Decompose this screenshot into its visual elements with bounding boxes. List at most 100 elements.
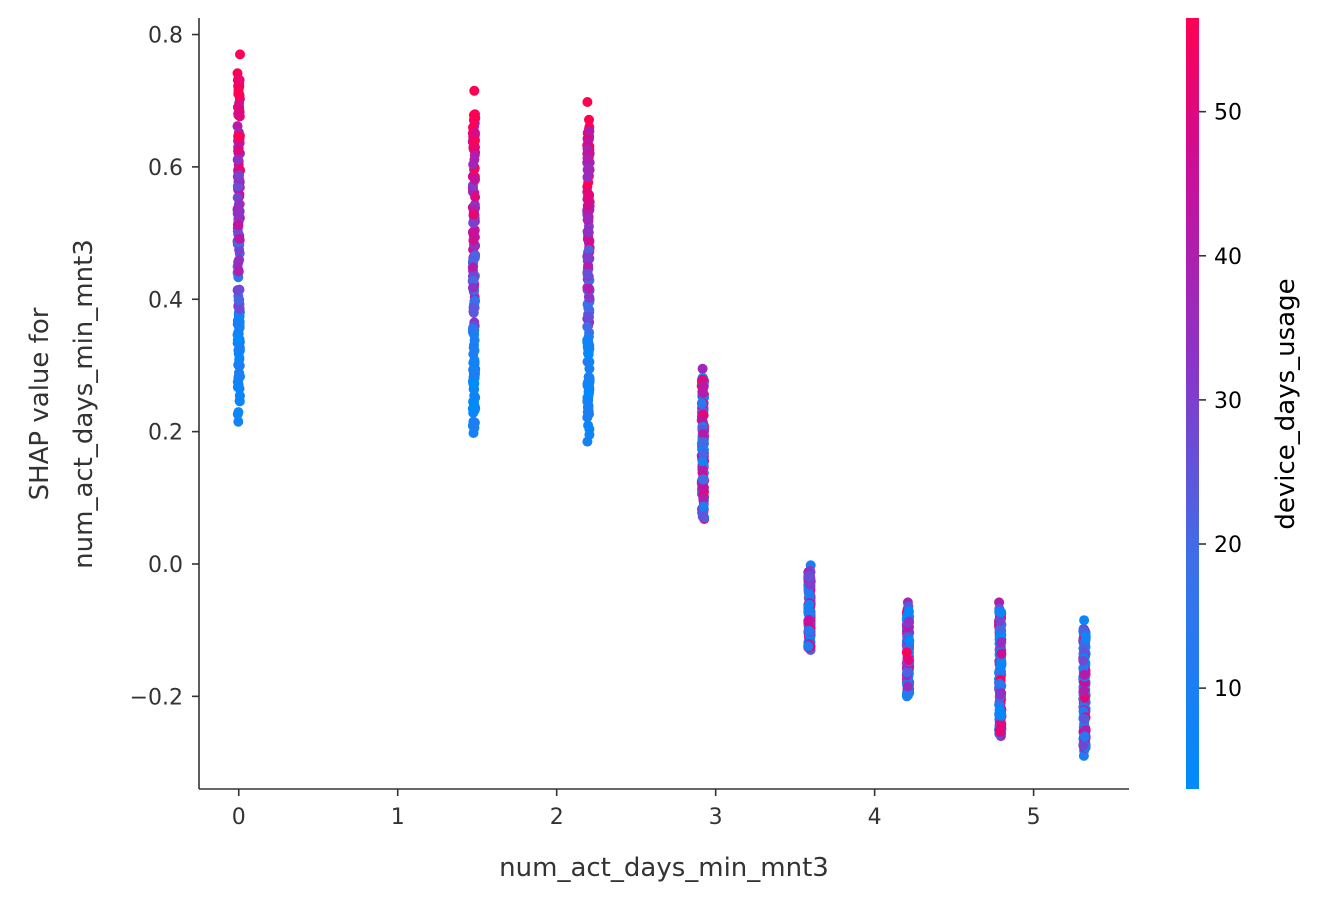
scatter-point bbox=[234, 234, 245, 244]
scatter-point bbox=[467, 323, 478, 334]
scatter-point bbox=[996, 637, 1007, 648]
scatter-point bbox=[467, 262, 478, 273]
scatter-point bbox=[902, 681, 913, 692]
scatter-point bbox=[994, 726, 1005, 736]
scatter-point bbox=[234, 390, 245, 401]
scatter-point bbox=[805, 579, 816, 590]
scatter-point bbox=[803, 571, 814, 582]
scatter-point bbox=[470, 174, 480, 185]
y-axis-label-line-2: num_act_days_min_mnt3 bbox=[69, 239, 99, 569]
scatter-point bbox=[698, 388, 709, 398]
scatter-point bbox=[901, 647, 912, 658]
scatter-point bbox=[1079, 731, 1090, 742]
colorbar bbox=[1186, 18, 1199, 789]
scatter-point bbox=[582, 341, 593, 352]
scatter-point bbox=[584, 424, 595, 435]
scatter-point bbox=[468, 275, 479, 286]
scatter-point bbox=[904, 635, 915, 646]
colorbar-ticks: 10 20 30 40 50 bbox=[1199, 101, 1242, 702]
scatter-point bbox=[583, 283, 594, 294]
x-tick-label: 3 bbox=[709, 805, 723, 830]
scatter-point bbox=[698, 448, 709, 459]
scatter-point bbox=[995, 689, 1005, 700]
scatter-point bbox=[1079, 713, 1090, 724]
scatter-point bbox=[234, 303, 245, 314]
scatter-point bbox=[697, 363, 708, 374]
scatter-point bbox=[583, 388, 594, 399]
scatter-point bbox=[232, 154, 243, 165]
scatter-point bbox=[233, 266, 244, 277]
scatter-point bbox=[697, 511, 708, 522]
scatter-point bbox=[583, 252, 594, 263]
scatter-point bbox=[583, 245, 594, 255]
scatter-point bbox=[1079, 669, 1090, 680]
scatter-point bbox=[584, 292, 595, 303]
scatter-point bbox=[469, 368, 480, 379]
scatter-point bbox=[903, 606, 914, 617]
scatter-point bbox=[469, 345, 480, 356]
scatter-point bbox=[234, 244, 245, 255]
scatter-point bbox=[233, 220, 244, 231]
scatter-point bbox=[903, 655, 914, 666]
scatter-point bbox=[697, 456, 708, 467]
scatter-point bbox=[1078, 740, 1089, 751]
scatter-point bbox=[468, 282, 478, 293]
y-axis-ticks: 0.8 0.6 0.4 0.2 0.0 −0.2 bbox=[130, 24, 199, 710]
scatter-point bbox=[468, 235, 479, 246]
scatter-point bbox=[996, 648, 1007, 659]
scatter-point bbox=[233, 209, 244, 220]
scatter-point bbox=[582, 186, 593, 197]
scatter-point bbox=[469, 150, 480, 161]
y-tick-label: 0.0 bbox=[148, 553, 183, 578]
scatter-point bbox=[582, 356, 593, 367]
scatter-point bbox=[233, 295, 244, 306]
scatter-point bbox=[995, 623, 1006, 634]
scatter-point bbox=[804, 625, 814, 636]
colorbar-tick-label: 20 bbox=[1214, 533, 1242, 558]
scatter-point bbox=[468, 142, 479, 153]
scatter-point bbox=[233, 379, 244, 389]
scatter-point bbox=[469, 335, 480, 346]
scatter-point bbox=[698, 437, 708, 448]
scatter-point bbox=[583, 260, 594, 271]
scatter-point bbox=[583, 227, 594, 238]
scatter-point bbox=[698, 429, 709, 440]
scatter-point bbox=[698, 501, 709, 512]
y-axis-label: SHAP value for num_act_days_min_mnt3 bbox=[25, 239, 99, 569]
y-tick-label: 0.2 bbox=[148, 421, 183, 446]
scatter-point bbox=[235, 49, 245, 60]
scatter-point bbox=[469, 417, 480, 428]
scatter-point bbox=[582, 269, 593, 280]
scatter-point bbox=[994, 606, 1005, 617]
x-tick-label: 1 bbox=[391, 805, 405, 830]
scatter-point bbox=[584, 236, 595, 246]
scatter-point bbox=[582, 321, 593, 332]
x-axis-label: num_act_days_min_mnt3 bbox=[499, 853, 829, 883]
scatter-point bbox=[995, 615, 1006, 626]
scatter-point bbox=[234, 199, 245, 210]
scatter-point bbox=[804, 599, 815, 610]
scatter-point bbox=[233, 131, 244, 142]
colorbar-tick-label: 10 bbox=[1214, 677, 1242, 702]
scatter-point bbox=[468, 217, 479, 228]
scatter-point bbox=[803, 641, 814, 652]
scatter-point bbox=[698, 493, 709, 504]
scatter-point bbox=[234, 170, 245, 181]
scatter-point bbox=[468, 209, 479, 220]
scatter-point bbox=[584, 114, 594, 125]
scatter-point bbox=[582, 153, 593, 164]
scatter-point bbox=[234, 254, 245, 265]
scatter-point bbox=[234, 284, 245, 295]
x-axis-ticks: 0 1 2 3 4 5 bbox=[232, 789, 1041, 830]
scatter-point bbox=[470, 128, 480, 138]
x-tick-label: 4 bbox=[868, 805, 882, 830]
y-axis-label-line-1: SHAP value for bbox=[25, 307, 55, 500]
scatter-point bbox=[994, 678, 1005, 689]
scatter-point bbox=[582, 200, 593, 211]
scatter-point bbox=[1079, 685, 1089, 696]
scatter-point bbox=[697, 398, 707, 409]
scatter-point bbox=[468, 378, 479, 389]
y-tick-label: 0.8 bbox=[148, 24, 183, 49]
x-tick-label: 0 bbox=[232, 805, 246, 830]
